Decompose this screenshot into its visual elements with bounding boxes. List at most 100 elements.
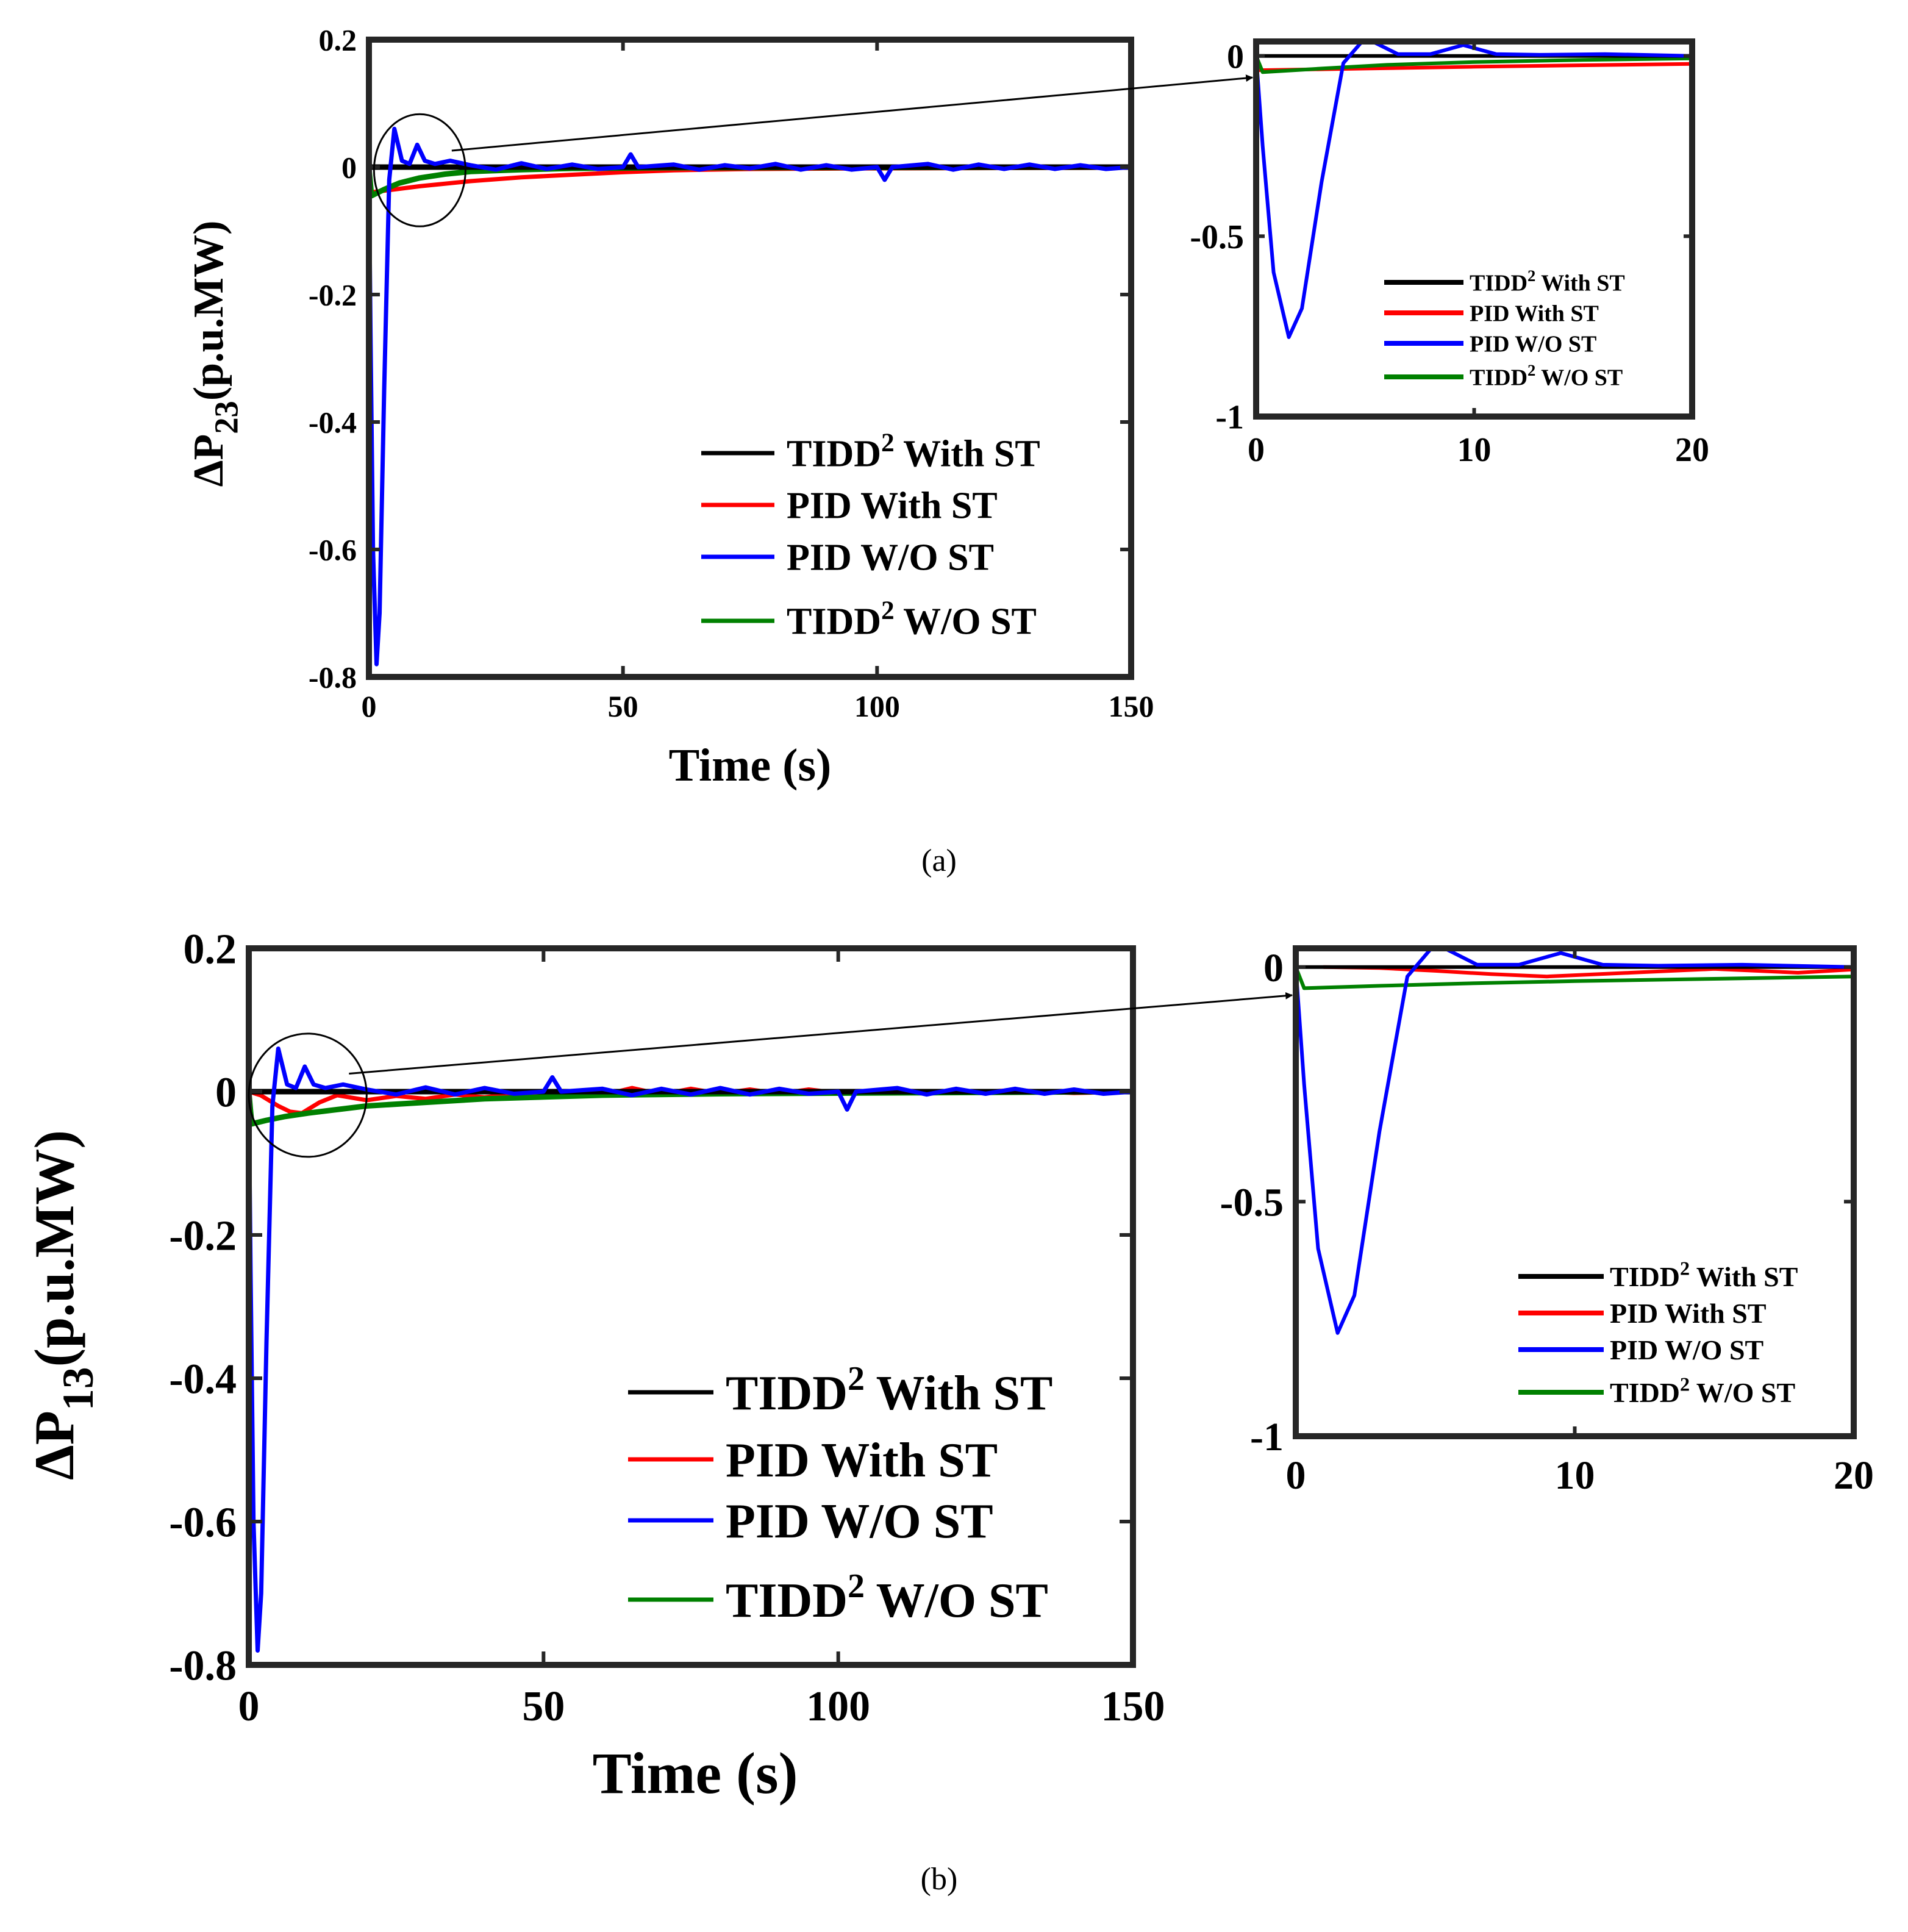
legend-label-superscript: 2 xyxy=(1680,1373,1690,1395)
legend-label-text: W/O ST xyxy=(895,601,1037,643)
legend-label-text: PID With ST xyxy=(787,485,998,527)
legend-label-superscript: 2 xyxy=(848,1360,865,1398)
x-tick-label: 150 xyxy=(1109,689,1154,723)
x-tick-label: 10 xyxy=(1555,1453,1595,1498)
y-tick-label: 0.2 xyxy=(319,23,357,57)
y-axis-label-subscript: 23 xyxy=(208,401,245,434)
y-tick-label: -0.2 xyxy=(309,278,357,312)
legend-label: PID W/O ST xyxy=(787,537,994,579)
legend-label-text: TIDD xyxy=(1470,270,1527,296)
series-line xyxy=(1256,41,1692,339)
x-tick-label: 20 xyxy=(1834,1453,1874,1498)
legend-label: TIDD2 W/O ST xyxy=(1610,1373,1795,1408)
y-tick-label: -1 xyxy=(1215,399,1244,437)
y-tick-label: -1 xyxy=(1250,1415,1284,1459)
legend-label-superscript: 2 xyxy=(881,428,895,457)
legend-label-text: PID W/O ST xyxy=(1470,331,1596,357)
x-tick-label: 100 xyxy=(854,689,900,723)
y-tick-label: 0 xyxy=(341,151,357,185)
legend-label-text: With ST xyxy=(1690,1261,1798,1292)
legend-label-text: TIDD xyxy=(787,434,881,475)
y-tick-label: -0.5 xyxy=(1220,1180,1284,1225)
y-tick-label: 0.2 xyxy=(184,926,237,973)
legend-label: PID W/O ST xyxy=(1610,1334,1763,1365)
legend-label-text: PID W/O ST xyxy=(1610,1334,1763,1365)
legend-label: TIDD2 W/O ST xyxy=(726,1567,1048,1628)
legend-label-text: W/O ST xyxy=(1535,365,1623,390)
y-axis-label-base: ΔP xyxy=(23,1411,85,1480)
legend-label: TIDD2 With ST xyxy=(1470,267,1625,296)
y-tick-label: -0.4 xyxy=(309,406,357,440)
legend-label-text: PID With ST xyxy=(1470,301,1599,326)
y-tick-label: -0.6 xyxy=(169,1500,237,1547)
x-tick-label: 0 xyxy=(1248,431,1265,469)
x-tick-label: 0 xyxy=(362,689,377,723)
legend-label: PID W/O ST xyxy=(1470,331,1596,357)
series-line xyxy=(1296,948,1854,1335)
zoom-arrow xyxy=(349,992,1293,1075)
series-line xyxy=(1256,54,1692,74)
legend-label: PID With ST xyxy=(787,485,998,527)
zoom-circle xyxy=(248,1032,368,1158)
x-tick-label: 0 xyxy=(1286,1453,1306,1498)
legend-label-text: PID With ST xyxy=(1610,1298,1767,1329)
x-tick-label: 50 xyxy=(608,689,638,723)
plot-frame xyxy=(366,37,1134,680)
series-line xyxy=(369,126,1131,667)
x-tick-label: 0 xyxy=(238,1683,260,1730)
legend-label: PID With ST xyxy=(1610,1298,1767,1329)
plot-area xyxy=(1256,41,1692,339)
legend-label-text: TIDD xyxy=(1470,365,1527,390)
series-line xyxy=(1321,965,1854,979)
legend-label-superscript: 2 xyxy=(1680,1258,1690,1279)
legend-label: TIDD2 With ST xyxy=(1610,1258,1798,1292)
plot-frame xyxy=(1253,38,1695,420)
y-tick-label: 0 xyxy=(215,1070,237,1117)
legend-label-text: With ST xyxy=(865,1367,1052,1420)
legend-label-text: W/O ST xyxy=(865,1574,1048,1628)
plot-area xyxy=(1296,948,1854,1335)
caption-b: (b) xyxy=(921,1862,958,1897)
legend-label-superscript: 2 xyxy=(881,596,895,625)
legend-label: TIDD2 W/O ST xyxy=(1470,361,1623,390)
plot-area xyxy=(249,1046,1133,1653)
legend-label: TIDD2 W/O ST xyxy=(787,596,1037,643)
legend-label-text: TIDD xyxy=(726,1574,848,1628)
y-axis-label: ΔP23(p.u.MW) xyxy=(185,221,245,487)
y-tick-label: -0.6 xyxy=(309,533,357,567)
legend-label-text: With ST xyxy=(895,434,1040,475)
x-tick-label: 100 xyxy=(806,1683,870,1730)
caption-a: (a) xyxy=(921,843,957,878)
plot-frame xyxy=(1293,945,1857,1439)
y-tick-label: -0.8 xyxy=(169,1643,237,1690)
y-tick-label: 0 xyxy=(1227,38,1244,76)
x-tick-label: 10 xyxy=(1457,431,1492,469)
legend-label-text: PID W/O ST xyxy=(787,537,994,579)
zoom-circle xyxy=(373,113,466,227)
legend-label-text: TIDD xyxy=(726,1367,848,1420)
legend-label: TIDD2 With ST xyxy=(726,1360,1052,1420)
chart-b-main: 0 50 100 150 0.2 0 -0.2 -0.4 -0.6 -0.8 Time (s) ΔP1… xyxy=(23,926,1165,1806)
y-tick-label: -0.5 xyxy=(1190,218,1244,256)
legend-label: PID With ST xyxy=(1470,301,1599,326)
legend-label-text: TIDD xyxy=(1610,1261,1680,1292)
y-axis-label: ΔP13(p.u.MW) xyxy=(23,1130,102,1480)
legend-label-text: With ST xyxy=(1535,270,1624,296)
legend-label: PID W/O ST xyxy=(726,1495,993,1548)
legend-label: TIDD2 With ST xyxy=(787,428,1040,475)
x-axis-label: Time (s) xyxy=(669,740,832,791)
legend-label-text: W/O ST xyxy=(1690,1377,1795,1408)
legend-label-text: PID W/O ST xyxy=(726,1495,993,1548)
legend-label-superscript: 2 xyxy=(848,1567,865,1605)
y-axis-label-unit: (p.u.MW) xyxy=(23,1130,85,1367)
legend-label-text: PID With ST xyxy=(726,1434,998,1487)
legend-label-superscript: 2 xyxy=(1527,361,1535,379)
y-tick-label: 0 xyxy=(1263,946,1284,990)
x-tick-label: 50 xyxy=(522,1683,565,1730)
y-tick-label: -0.4 xyxy=(169,1356,237,1403)
legend-label: PID With ST xyxy=(726,1434,998,1487)
